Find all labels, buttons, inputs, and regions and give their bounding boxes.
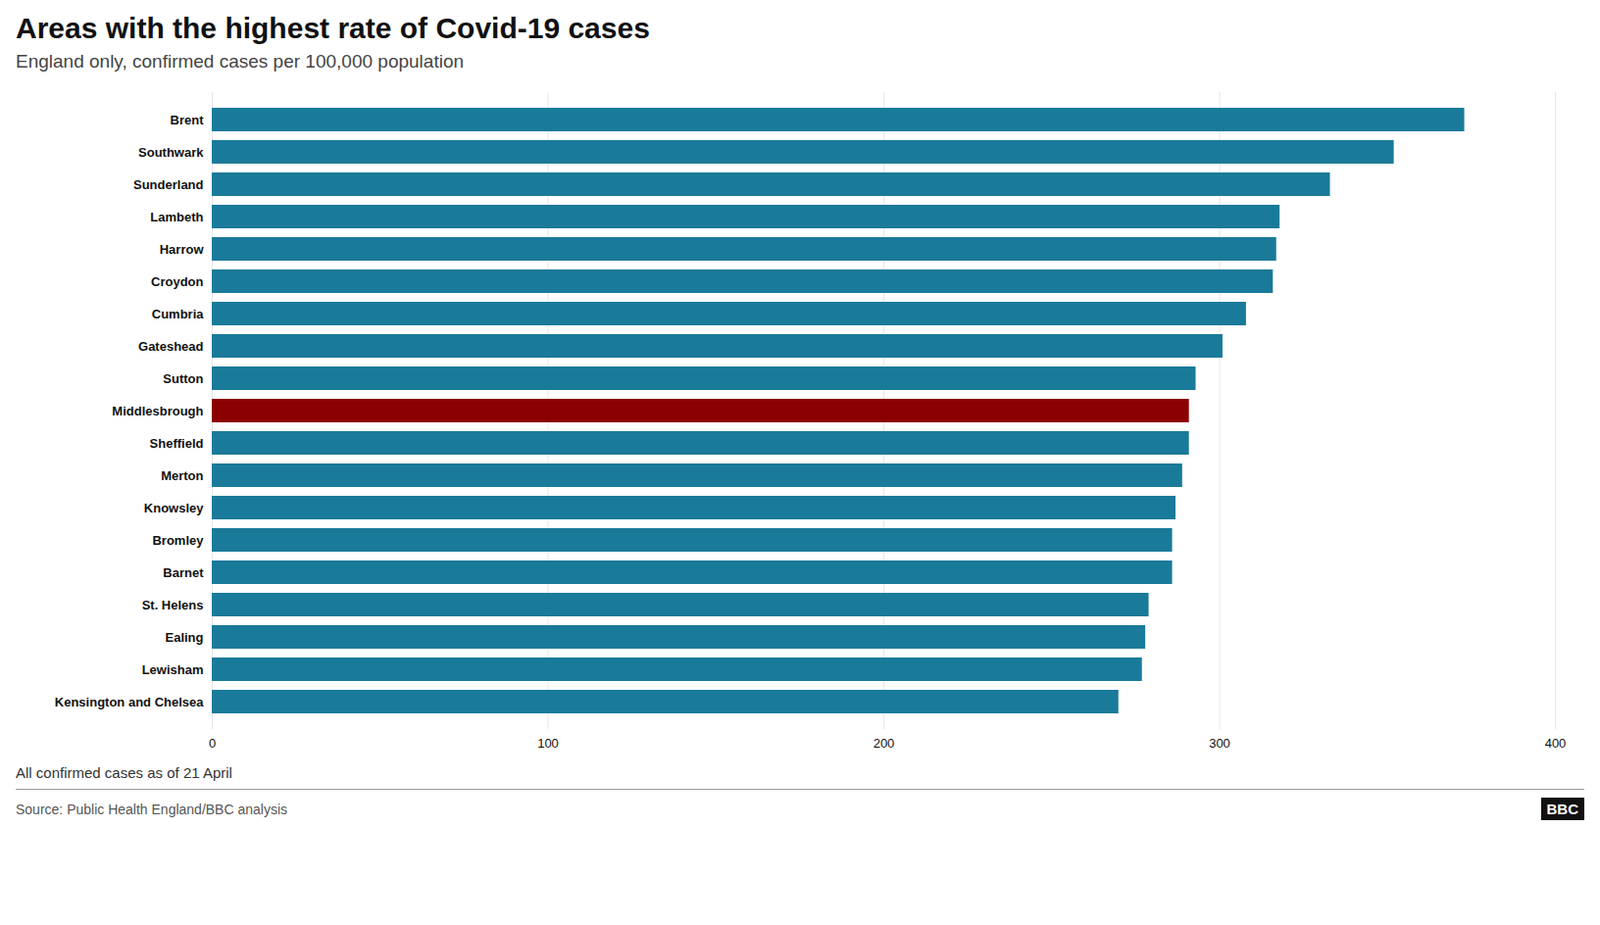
svg-text:Ealing: Ealing <box>164 630 203 646</box>
html-text:Areas with the highest rate of: Areas with the highest rate of Covid-19 … <box>15 11 650 45</box>
svg-text:Middlesbrough: Middlesbrough <box>111 403 203 419</box>
svg-text:Gateshead: Gateshead <box>138 339 204 354</box>
html-text:All confirmed cases as of 21 A: All confirmed cases as of 21 April <box>15 764 233 782</box>
html-text:Source: Public Health England/: Source: Public Health England/BBC analys… <box>15 801 288 818</box>
svg-text:Southwark: Southwark <box>138 145 204 160</box>
svg-text:Lewisham: Lewisham <box>142 662 204 678</box>
svg-text:0: 0 <box>208 736 216 751</box>
html-text:BBC: BBC <box>1546 800 1579 818</box>
svg-text:300: 300 <box>1208 736 1231 751</box>
svg-text:Lambeth: Lambeth <box>150 209 203 225</box>
svg-text:100: 100 <box>537 736 559 751</box>
html-text:England only, confirmed cases: England only, confirmed cases per 100,00… <box>15 50 464 72</box>
svg-text:St. Helens: St. Helens <box>142 598 204 613</box>
svg-text:Bromley: Bromley <box>151 533 204 549</box>
svg-text:Croydon: Croydon <box>150 274 204 290</box>
svg-text:Sheffield: Sheffield <box>150 436 204 451</box>
svg-text:Barnet: Barnet <box>162 565 204 581</box>
svg-text:Merton: Merton <box>160 468 203 484</box>
svg-text:Brent: Brent <box>170 112 205 128</box>
svg-text:400: 400 <box>1545 736 1567 751</box>
svg-text:Sutton: Sutton <box>162 371 203 387</box>
svg-text:Harrow: Harrow <box>159 242 205 257</box>
svg-text:Cumbria: Cumbria <box>151 306 205 322</box>
svg-text:Sunderland: Sunderland <box>133 177 204 193</box>
svg-text:Knowsley: Knowsley <box>144 500 204 516</box>
svg-text:200: 200 <box>873 736 896 751</box>
svg-text:Kensington and Chelsea: Kensington and Chelsea <box>54 695 204 710</box>
